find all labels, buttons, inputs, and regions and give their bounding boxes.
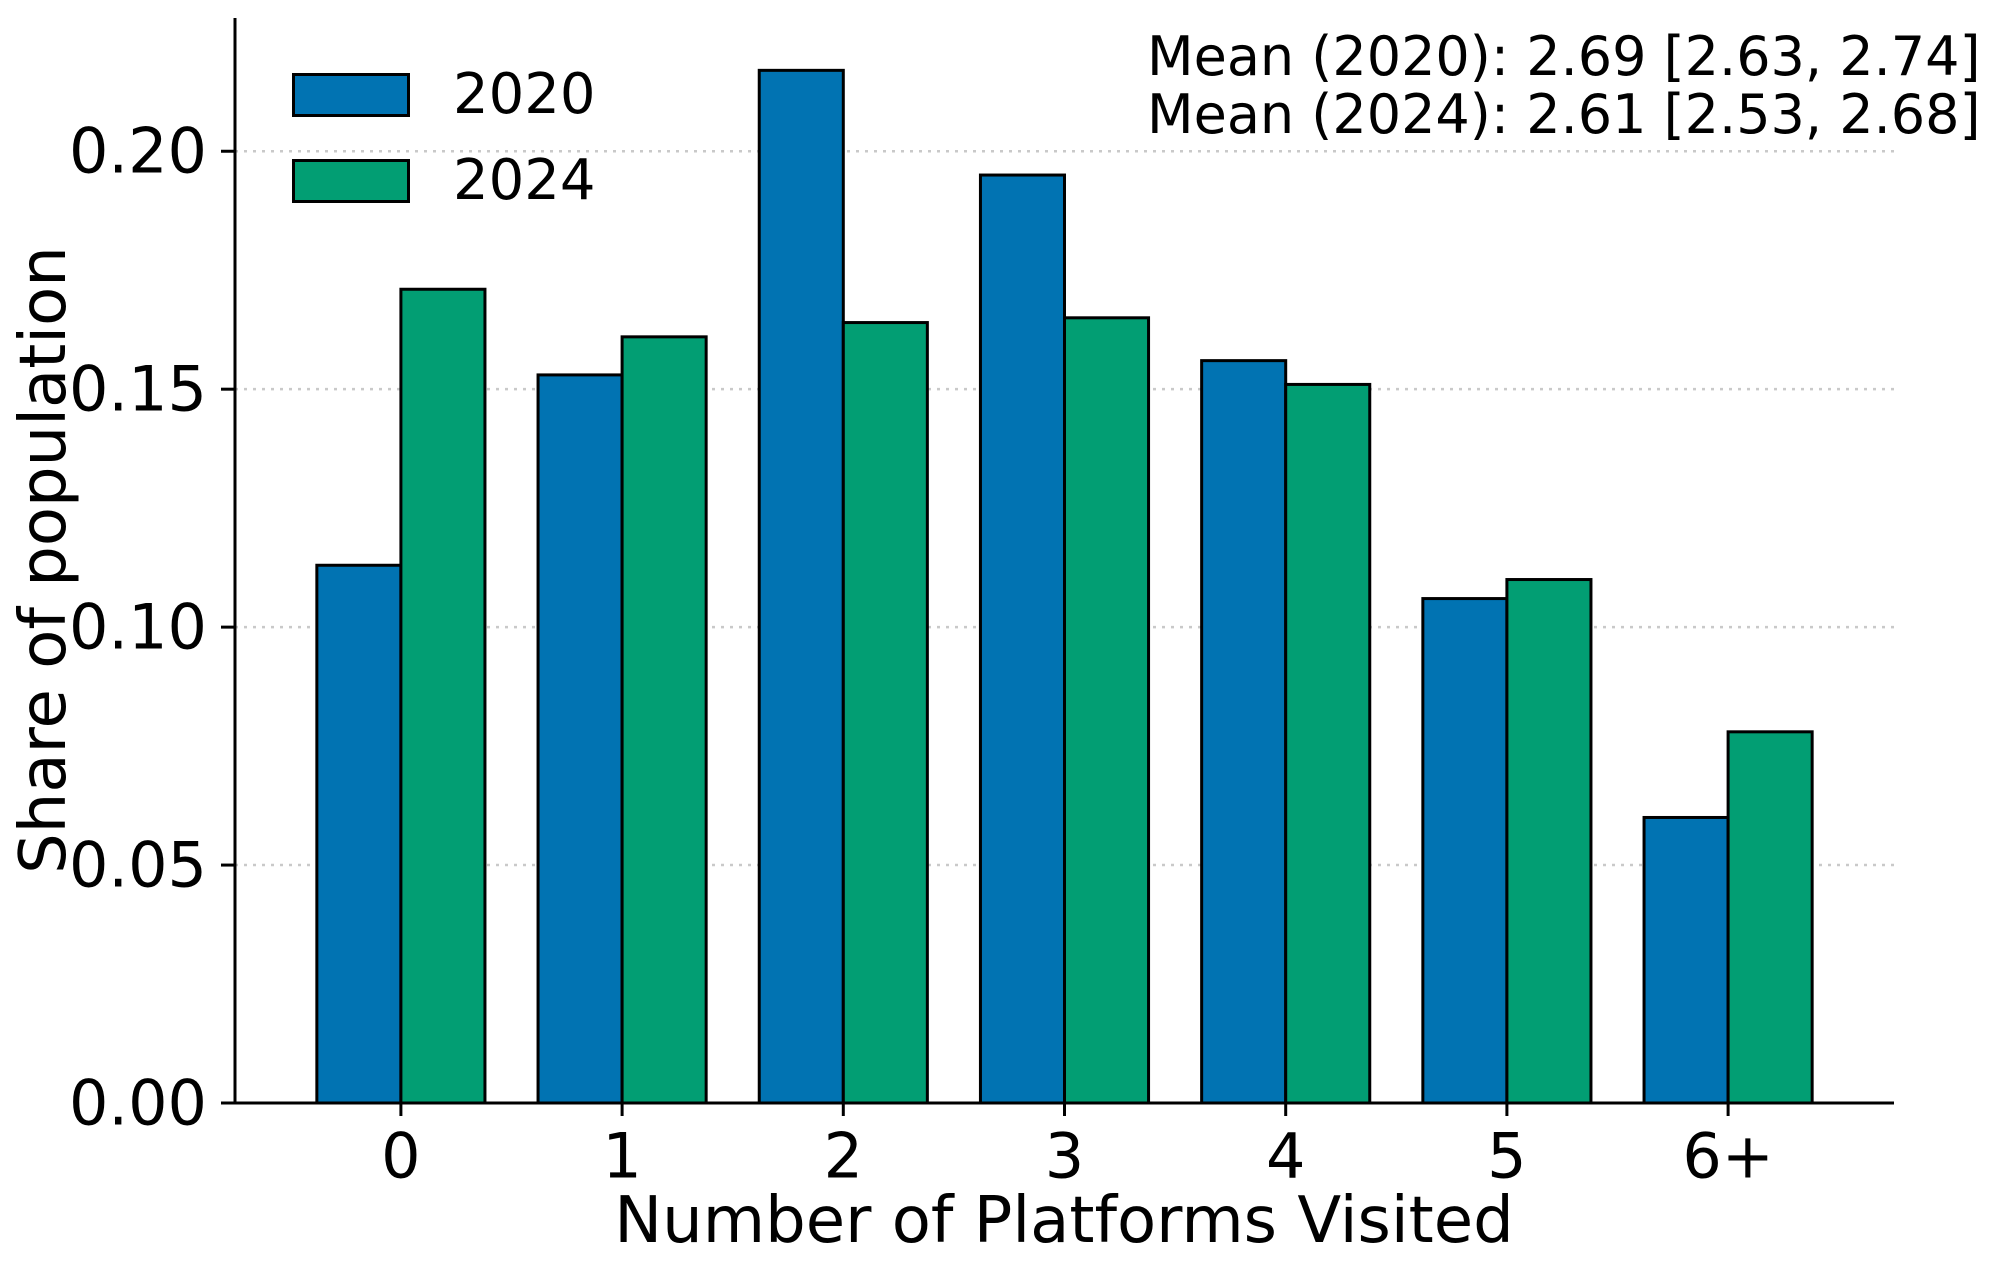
legend-label-2024: 2024: [453, 148, 596, 213]
bar-2020-4: [1200, 359, 1288, 1105]
bar-2020-1: [536, 373, 624, 1105]
y-tick-label-0.15: 0.15: [69, 353, 207, 426]
legend-label-2020: 2020: [453, 62, 596, 127]
x-tick-label-3: 3: [1045, 1119, 1084, 1192]
bar-2024-2: [841, 321, 929, 1105]
bar-2020-0: [315, 563, 403, 1105]
bar-2024-4: [1284, 382, 1372, 1105]
x-tick-label-0: 0: [381, 1119, 420, 1192]
bar-2024-0: [399, 287, 487, 1105]
legend-item-2020: 2020: [292, 62, 596, 128]
bar-2020-2: [757, 68, 845, 1105]
x-axis-label: Number of Platforms Visited: [614, 1184, 1514, 1258]
y-tick-label-0.05: 0.05: [69, 829, 207, 902]
legend-swatch-2020: [292, 73, 410, 117]
legend-item-2024: 2024: [292, 148, 596, 214]
bar-2024-6+: [1726, 730, 1814, 1105]
bar-2024-1: [620, 335, 708, 1105]
mean-2020-text: Mean (2020): 2.69 [2.63, 2.74]: [1147, 25, 1981, 88]
bar-2020-6+: [1642, 815, 1730, 1105]
bar-2024-5: [1505, 578, 1593, 1105]
bar-2024-3: [1063, 316, 1151, 1105]
mean-annotation: Mean (2020): 2.69 [2.63, 2.74] Mean (202…: [1147, 28, 1981, 144]
y-tick-label-0.00: 0.00: [69, 1067, 207, 1140]
legend: 2020 2024: [292, 62, 596, 234]
x-tick-label-1: 1: [602, 1119, 641, 1192]
x-tick-label-2: 2: [824, 1119, 863, 1192]
mean-2024-text: Mean (2024): 2.61 [2.53, 2.68]: [1147, 83, 1981, 146]
y-tick-label-0.10: 0.10: [69, 591, 207, 664]
bar-2020-5: [1421, 597, 1509, 1105]
legend-swatch-2024: [292, 159, 410, 203]
x-tick-label-4: 4: [1266, 1119, 1305, 1192]
y-axis-label: Share of population: [7, 246, 81, 874]
x-tick-label-6+: 6+: [1682, 1119, 1773, 1192]
bar-2020-3: [978, 173, 1066, 1105]
y-tick-label-0.20: 0.20: [69, 115, 207, 188]
x-tick-label-5: 5: [1487, 1119, 1526, 1192]
